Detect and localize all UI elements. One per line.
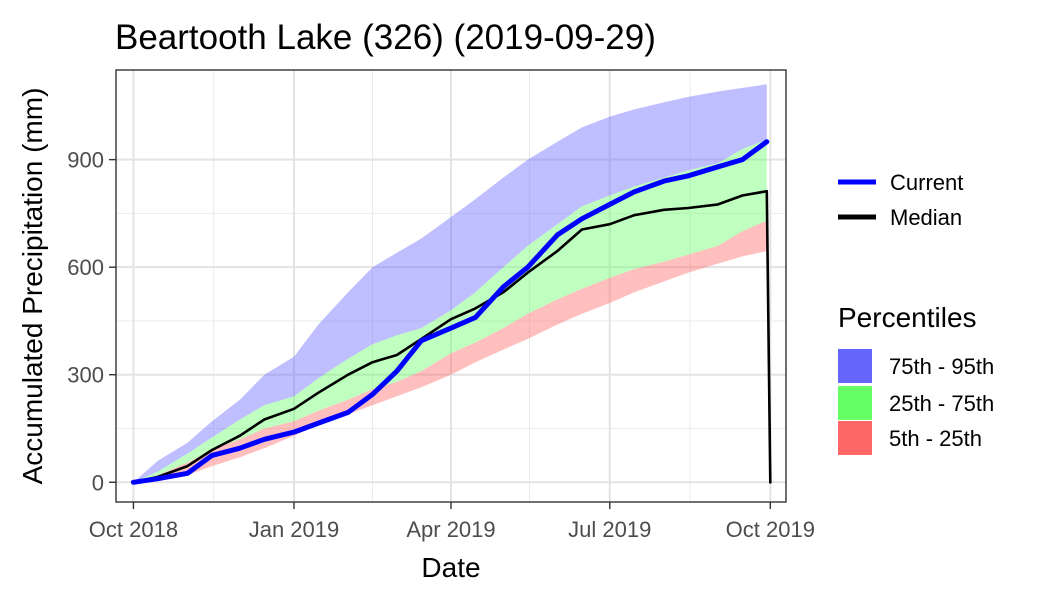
legend: Current Median Percentiles 75th - 95th 2…	[838, 170, 994, 455]
grid-major	[116, 70, 786, 502]
y-axis: 0 300 600 900	[67, 148, 116, 495]
legend-swatch-75-95	[838, 349, 872, 383]
y-axis-title: Accumulated Precipitation (mm)	[17, 88, 48, 485]
x-tick-label: Jan 2019	[249, 517, 340, 542]
series-lines	[130, 139, 772, 485]
line-current	[130, 139, 770, 485]
chart-title: Beartooth Lake (326) (2019-09-29)	[115, 18, 656, 57]
x-axis-title: Date	[421, 552, 480, 583]
line-median	[132, 189, 772, 484]
x-tick-label: Oct 2018	[89, 517, 178, 542]
legend-swatch-25-75	[838, 386, 872, 420]
band-75th-95th	[133, 84, 767, 483]
y-tick-label: 0	[92, 470, 104, 495]
legend-swatch-5-25	[838, 421, 872, 455]
x-tick-label: Jul 2019	[568, 517, 651, 542]
y-tick-label: 300	[67, 363, 104, 388]
x-axis: Oct 2018 Jan 2019 Apr 2019 Jul 2019 Oct 2019	[89, 502, 815, 542]
x-tick-label: Oct 2019	[726, 517, 815, 542]
y-tick-label: 600	[67, 255, 104, 280]
legend-label-current: Current	[890, 170, 963, 195]
legend-label-median: Median	[890, 205, 962, 230]
y-tick-label: 900	[67, 148, 104, 173]
x-tick-label: Apr 2019	[406, 517, 495, 542]
legend-label-75-95: 75th - 95th	[889, 354, 994, 379]
legend-label-5-25: 5th - 25th	[889, 426, 982, 451]
band-5th-25th	[133, 220, 767, 483]
legend-title-percentiles: Percentiles	[838, 302, 977, 333]
legend-label-25-75: 25th - 75th	[889, 391, 994, 416]
